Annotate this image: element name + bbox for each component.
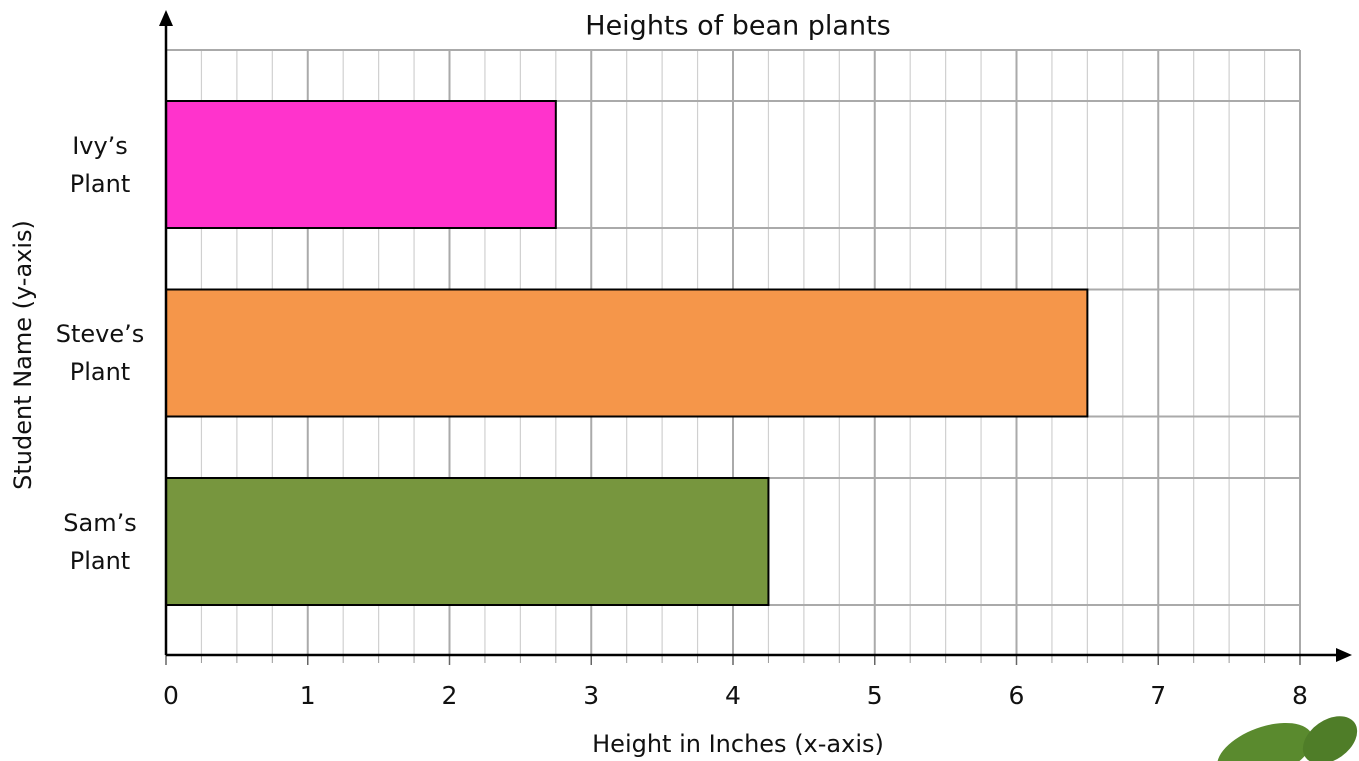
y-tick-label: Sam’s Plant bbox=[63, 508, 137, 575]
x-tick-label: 1 bbox=[300, 681, 316, 710]
x-tick-label: 5 bbox=[867, 681, 883, 710]
x-tick-label: 3 bbox=[583, 681, 599, 710]
bar bbox=[165, 100, 557, 229]
axes bbox=[159, 10, 1352, 662]
x-axis-label: Height in Inches (x-axis) bbox=[592, 730, 884, 758]
x-tick-label: 2 bbox=[442, 681, 458, 710]
y-axis-label: Student Name (y-axis) bbox=[9, 220, 37, 490]
bar bbox=[165, 477, 770, 606]
x-tick-label: 6 bbox=[1009, 681, 1025, 710]
bar bbox=[165, 288, 1089, 418]
y-tick-label: Ivy’s Plant bbox=[69, 131, 131, 198]
y-arrow bbox=[159, 10, 173, 26]
x-tick-label: 8 bbox=[1292, 681, 1308, 710]
leaf-decoration bbox=[1217, 716, 1358, 761]
chart-title: Heights of bean plants bbox=[585, 11, 890, 42]
category-label-box: Steve’s Plant bbox=[40, 308, 160, 398]
category-label-box: Ivy’s Plant bbox=[40, 120, 160, 210]
x-arrow bbox=[1336, 648, 1352, 662]
y-tick-label: Steve’s Plant bbox=[55, 320, 145, 386]
x-tick-label: 4 bbox=[725, 681, 741, 710]
category-label-box: Sam’s Plant bbox=[40, 497, 160, 587]
x-tick-label: 7 bbox=[1150, 681, 1166, 710]
x-tick-label: 0 bbox=[163, 681, 179, 710]
bars bbox=[165, 100, 1089, 606]
